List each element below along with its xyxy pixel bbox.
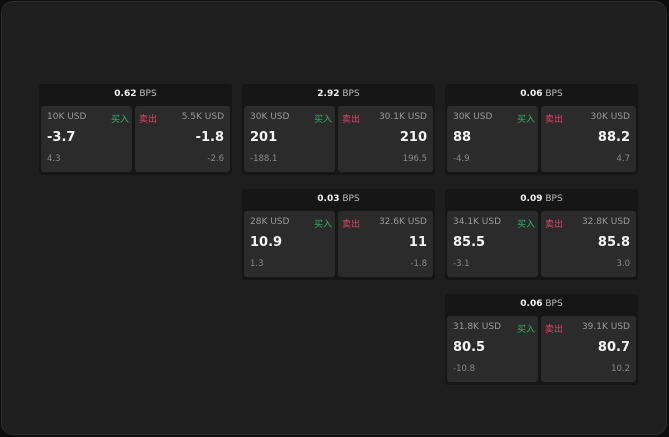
spread-value: 0.06 — [520, 299, 543, 309]
ask-change: 3.0 — [616, 259, 630, 269]
buy-cell[interactable]: 34.1K USD 买入 85.5 -3.1 — [447, 211, 538, 277]
bid-price: -3.7 — [47, 130, 76, 145]
bid-change: -188.1 — [250, 154, 278, 164]
ask-quantity: 5.5K USD — [181, 112, 224, 122]
spread-header: 0.06 BPS — [445, 294, 638, 315]
bid-change: -3.1 — [453, 259, 470, 269]
bid-change: -10.8 — [453, 364, 475, 374]
ask-quantity: 32.8K USD — [581, 217, 630, 227]
sell-cell[interactable]: 卖出 5.5K USD -1.8 -2.6 — [135, 106, 230, 172]
sell-label[interactable]: 卖出 — [342, 115, 361, 125]
sell-label[interactable]: 卖出 — [545, 325, 564, 335]
quote-panel: 0.62 BPS 10K USD 买入 -3.7 4.3 卖出 5.5K USD… — [39, 84, 232, 175]
spread-value: 0.06 — [520, 89, 543, 99]
sell-cell[interactable]: 卖出 32.8K USD 85.8 3.0 — [541, 211, 636, 277]
ask-change: 10.2 — [611, 364, 630, 374]
buy-label[interactable]: 买入 — [516, 325, 535, 335]
spread-unit: BPS — [545, 299, 563, 309]
sell-cell[interactable]: 卖出 32.6K USD 11 -1.8 — [338, 211, 433, 277]
buy-cell[interactable]: 30K USD 买入 88 -4.9 — [447, 106, 538, 172]
ask-price: 88.2 — [597, 130, 630, 145]
ask-price: 11 — [408, 235, 427, 250]
bid-price: 201 — [250, 130, 278, 145]
sell-cell[interactable]: 卖出 30K USD 88.2 4.7 — [541, 106, 636, 172]
ask-price: 80.7 — [597, 340, 630, 355]
ask-price: 85.8 — [597, 235, 630, 250]
buy-cell[interactable]: 28K USD 买入 10.9 1.3 — [244, 211, 335, 277]
buy-label[interactable]: 买入 — [516, 115, 535, 125]
bid-price: 10.9 — [250, 235, 283, 250]
quote-panel: 2.92 BPS 30K USD 买入 201 -188.1 卖出 30.1K … — [242, 84, 435, 175]
buy-label[interactable]: 买入 — [516, 220, 535, 230]
sell-cell[interactable]: 卖出 30.1K USD 210 196.5 — [338, 106, 433, 172]
ask-quantity: 30K USD — [590, 112, 630, 122]
sell-label[interactable]: 卖出 — [139, 115, 158, 125]
bid-price: 88 — [453, 130, 472, 145]
ask-quantity: 39.1K USD — [581, 322, 630, 332]
ask-change: 4.7 — [616, 154, 630, 164]
sell-label[interactable]: 卖出 — [545, 115, 564, 125]
ask-quantity: 30.1K USD — [378, 112, 427, 122]
ask-change: 196.5 — [402, 154, 427, 164]
bid-price: 80.5 — [453, 340, 486, 355]
buy-label[interactable]: 买入 — [313, 115, 332, 125]
bid-quantity: 10K USD — [47, 112, 87, 122]
spread-value: 0.03 — [317, 194, 340, 204]
spread-header: 2.92 BPS — [242, 84, 435, 105]
quote-panel: 0.09 BPS 34.1K USD 买入 85.5 -3.1 卖出 32.8K… — [445, 189, 638, 280]
ask-price: 210 — [399, 130, 427, 145]
bid-quantity: 31.8K USD — [453, 322, 502, 332]
ask-price: -1.8 — [195, 130, 224, 145]
sell-cell[interactable]: 卖出 39.1K USD 80.7 10.2 — [541, 316, 636, 382]
buy-cell[interactable]: 10K USD 买入 -3.7 4.3 — [41, 106, 132, 172]
bid-quantity: 34.1K USD — [453, 217, 502, 227]
buy-label[interactable]: 买入 — [313, 220, 332, 230]
buy-cell[interactable]: 30K USD 买入 201 -188.1 — [244, 106, 335, 172]
buy-cell[interactable]: 31.8K USD 买入 80.5 -10.8 — [447, 316, 538, 382]
bid-change: -4.9 — [453, 154, 470, 164]
spread-unit: BPS — [342, 89, 360, 99]
spread-unit: BPS — [342, 194, 360, 204]
quote-panel: 0.03 BPS 28K USD 买入 10.9 1.3 卖出 32.6K US… — [242, 189, 435, 280]
bid-quantity: 30K USD — [250, 112, 290, 122]
buy-label[interactable]: 买入 — [110, 115, 129, 125]
spread-value: 2.92 — [317, 89, 340, 99]
sell-label[interactable]: 卖出 — [342, 220, 361, 230]
spread-unit: BPS — [139, 89, 157, 99]
ask-change: -2.6 — [207, 154, 224, 164]
quote-panel: 0.06 BPS 31.8K USD 买入 80.5 -10.8 卖出 39.1… — [445, 294, 638, 385]
bid-price: 85.5 — [453, 235, 486, 250]
sell-label[interactable]: 卖出 — [545, 220, 564, 230]
quote-panel: 0.06 BPS 30K USD 买入 88 -4.9 卖出 30K USD 8… — [445, 84, 638, 175]
spread-header: 0.09 BPS — [445, 189, 638, 210]
ask-change: -1.8 — [410, 259, 427, 269]
spread-unit: BPS — [545, 194, 563, 204]
spread-unit: BPS — [545, 89, 563, 99]
bid-change: 1.3 — [250, 259, 264, 269]
bid-quantity: 30K USD — [453, 112, 493, 122]
spread-header: 0.03 BPS — [242, 189, 435, 210]
spread-value: 0.62 — [114, 89, 137, 99]
spread-header: 0.06 BPS — [445, 84, 638, 105]
ask-quantity: 32.6K USD — [378, 217, 427, 227]
spread-header: 0.62 BPS — [39, 84, 232, 105]
bid-change: 4.3 — [47, 154, 61, 164]
bid-quantity: 28K USD — [250, 217, 290, 227]
spread-value: 0.09 — [520, 194, 543, 204]
